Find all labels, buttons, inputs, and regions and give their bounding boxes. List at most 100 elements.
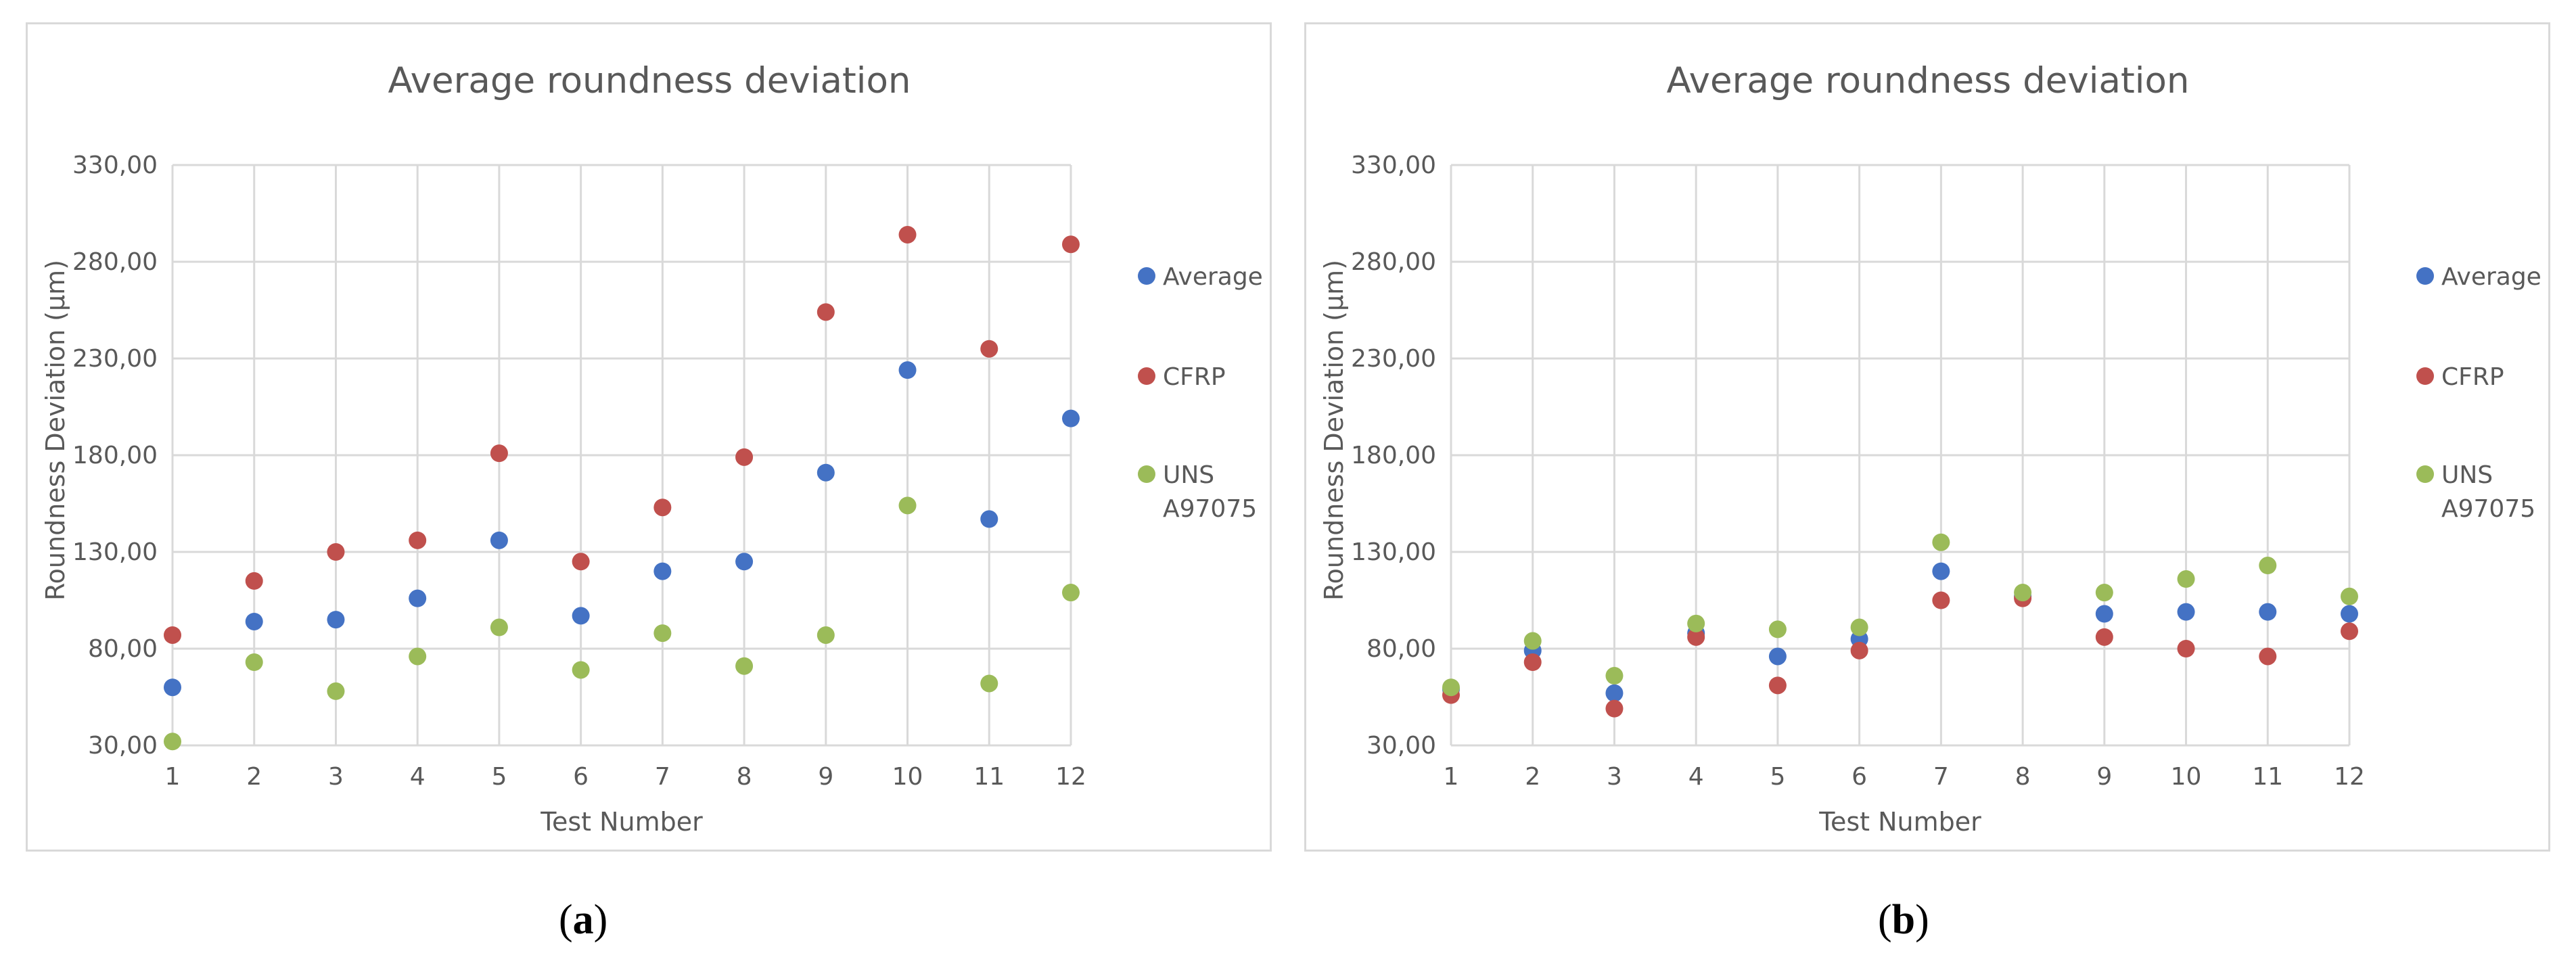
- legend-label: CFRP: [1163, 363, 1226, 391]
- y-tick-label: 280,00: [72, 248, 158, 276]
- point-cfrp: [490, 444, 508, 463]
- point-uns-a97075: [2259, 557, 2277, 575]
- point-cfrp: [327, 543, 345, 561]
- x-tick-label: 5: [1770, 763, 1785, 791]
- point-cfrp: [1850, 641, 1868, 659]
- chart-a-points: [164, 225, 1080, 751]
- point-average: [409, 589, 427, 607]
- point-cfrp: [2095, 628, 2113, 646]
- point-average: [980, 510, 998, 528]
- x-tick-label: 7: [1933, 763, 1949, 791]
- x-tick-label: 3: [328, 763, 344, 791]
- x-tick-label: 10: [2171, 763, 2202, 791]
- point-average: [245, 612, 263, 630]
- point-average: [1768, 647, 1787, 666]
- point-uns-a97075: [1932, 533, 1950, 551]
- chart-b-gridlines: [1450, 164, 2351, 747]
- chart-b-ylabel: Roundness Deviation (µm): [1319, 260, 1349, 601]
- point-uns-a97075: [1523, 632, 1542, 650]
- chart-a-title: Average roundness deviation: [388, 60, 911, 101]
- chart-b-container: Average roundness deviation Roundness De…: [1304, 22, 2550, 852]
- point-average: [1605, 684, 1624, 702]
- x-tick-label: 4: [1688, 763, 1704, 791]
- point-cfrp: [409, 531, 427, 549]
- caption-b: (b): [1878, 897, 1929, 943]
- point-average: [572, 607, 590, 625]
- point-uns-a97075: [245, 653, 263, 672]
- x-tick-label: 9: [818, 763, 833, 791]
- y-tick-label: 180,00: [72, 442, 158, 469]
- point-uns-a97075: [409, 647, 427, 666]
- point-average: [2341, 605, 2358, 623]
- y-tick-label: 130,00: [1351, 538, 1436, 566]
- y-tick-label: 180,00: [1351, 442, 1436, 469]
- point-average: [1932, 562, 1950, 580]
- x-tick-label: 10: [892, 763, 923, 791]
- point-uns-a97075: [653, 624, 672, 643]
- point-uns-a97075: [327, 682, 345, 700]
- point-average: [816, 463, 835, 482]
- legend-label: UNS A97075: [1163, 461, 1257, 523]
- point-cfrp: [1768, 676, 1787, 695]
- legend-marker: [2416, 367, 2434, 385]
- point-cfrp: [980, 340, 998, 358]
- point-uns-a97075: [1687, 614, 1705, 632]
- point-uns-a97075: [2095, 584, 2113, 602]
- legend-marker: [1138, 367, 1155, 385]
- point-uns-a97075: [572, 661, 590, 679]
- point-average: [2259, 603, 2277, 621]
- point-cfrp: [164, 626, 181, 644]
- point-uns-a97075: [1605, 667, 1624, 685]
- point-uns-a97075: [164, 733, 181, 751]
- caption-b-letter: b: [1891, 897, 1916, 943]
- x-tick-label: 6: [1852, 763, 1867, 791]
- point-cfrp: [2341, 622, 2358, 641]
- point-uns-a97075: [1768, 620, 1787, 639]
- point-cfrp: [2259, 647, 2277, 666]
- x-tick-label: 1: [1444, 763, 1459, 791]
- x-tick-label: 2: [1525, 763, 1540, 791]
- point-cfrp: [898, 225, 917, 244]
- chart-b-xlabel: Test Number: [1818, 807, 1981, 837]
- point-cfrp: [653, 498, 672, 517]
- point-uns-a97075: [1850, 618, 1868, 636]
- x-tick-label: 2: [246, 763, 262, 791]
- chart-b-title: Average roundness deviation: [1667, 60, 2190, 101]
- point-average: [2177, 603, 2195, 621]
- x-tick-label: 1: [165, 763, 181, 791]
- x-tick-label: 12: [2334, 763, 2365, 791]
- point-average: [164, 678, 181, 697]
- point-cfrp: [1605, 699, 1624, 718]
- x-tick-label: 7: [655, 763, 670, 791]
- point-uns-a97075: [2014, 584, 2032, 602]
- chart-a-tick-labels: 30,00 80,00 130,00 180,00 230,00 280,00 330,00…: [72, 152, 1086, 791]
- legend-label: UNS A97075: [2441, 461, 2535, 523]
- point-uns-a97075: [2177, 570, 2195, 588]
- y-tick-label: 280,00: [1351, 248, 1436, 276]
- point-uns-a97075: [735, 657, 754, 675]
- legend-marker: [1138, 267, 1155, 285]
- point-cfrp: [2177, 640, 2195, 657]
- chart-a-xlabel: Test Number: [540, 807, 703, 837]
- legend-label: Average: [1163, 263, 1263, 291]
- point-uns-a97075: [490, 618, 508, 636]
- chart-b-svg: Average roundness deviation Roundness De…: [1319, 60, 2542, 837]
- point-uns-a97075: [1442, 678, 1460, 697]
- x-tick-label: 6: [573, 763, 589, 791]
- y-tick-label: 80,00: [88, 635, 158, 663]
- point-average: [1062, 409, 1080, 427]
- point-cfrp: [572, 553, 590, 571]
- point-average: [2095, 605, 2113, 623]
- y-tick-label: 330,00: [72, 152, 158, 179]
- chart-a-ylabel: Roundness Deviation (µm): [41, 260, 70, 601]
- point-cfrp: [245, 572, 263, 590]
- legend-marker: [2416, 465, 2434, 483]
- x-tick-label: 9: [2096, 763, 2112, 791]
- chart-a-legend: Average CFRP UNS A97075: [1138, 263, 1263, 523]
- y-tick-label: 130,00: [72, 538, 158, 566]
- chart-a-gridlines: [171, 164, 1072, 747]
- point-average: [653, 562, 672, 580]
- caption-a: (a): [559, 897, 608, 943]
- legend-marker: [1138, 465, 1155, 483]
- point-uns-a97075: [980, 674, 998, 693]
